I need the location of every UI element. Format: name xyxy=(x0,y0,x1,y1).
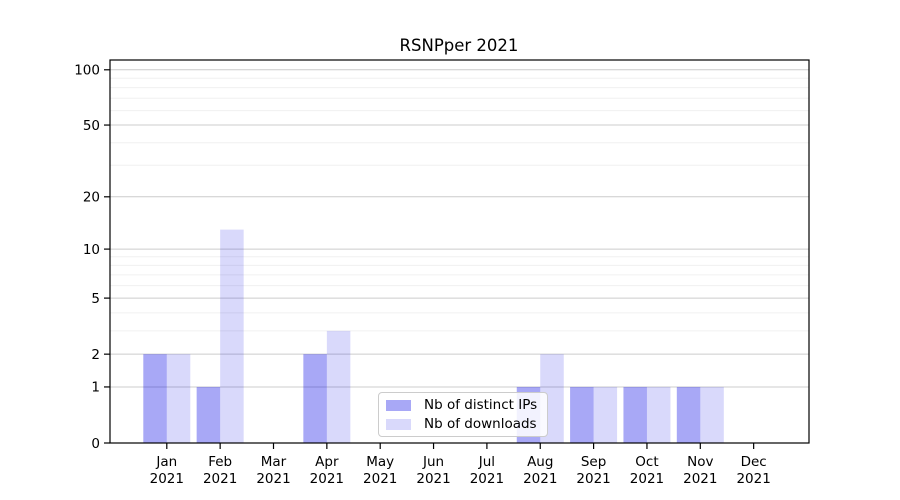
x-tick-label-year: 2021 xyxy=(150,471,184,487)
bar-downloads-apr xyxy=(326,330,351,443)
x-tick-label-month: Jan xyxy=(155,454,177,470)
legend-label-downloads: Nb of downloads xyxy=(424,416,537,432)
x-tick-label-year: 2021 xyxy=(683,471,717,487)
bar-downloads-sep xyxy=(593,386,618,443)
x-tick-label-year: 2021 xyxy=(256,471,290,487)
x-tick-label-year: 2021 xyxy=(203,471,237,487)
bar-distinct-ips-feb xyxy=(196,386,221,443)
plot-border xyxy=(109,59,810,444)
x-tick-label-month: Apr xyxy=(315,454,339,470)
legend-swatch-distinct-ips xyxy=(386,399,411,411)
y-axis-ticks: 0 1 2 5 10 20 50 100 xyxy=(74,63,110,452)
x-tick-label-year: 2021 xyxy=(310,471,344,487)
y-tick-label-20: 20 xyxy=(83,190,100,206)
bar-distinct-ips-sep xyxy=(570,386,594,443)
x-tick-label-year: 2021 xyxy=(470,471,504,487)
x-tick-label-year: 2021 xyxy=(416,471,450,487)
minor-gridlines xyxy=(110,77,809,332)
bar-downloads-nov xyxy=(700,386,724,443)
bar-downloads-oct xyxy=(646,386,671,443)
legend: Nb of distinct IPs Nb of downloads xyxy=(378,392,549,437)
x-tick-label-month: Nov xyxy=(687,454,713,470)
legend-item-downloads: Nb of downloads xyxy=(386,416,537,432)
y-tick-label-5: 5 xyxy=(91,291,100,307)
x-tick-label-year: 2021 xyxy=(630,471,664,487)
legend-swatch-downloads xyxy=(386,418,411,430)
legend-item-distinct-ips: Nb of distinct IPs xyxy=(386,397,537,413)
bar-distinct-ips-nov xyxy=(676,386,701,443)
y-tick-label-1: 1 xyxy=(91,380,100,396)
x-tick-label-month: Jun xyxy=(422,454,444,470)
x-tick-label-month: Sep xyxy=(581,454,606,470)
legend-label-distinct-ips: Nb of distinct IPs xyxy=(424,397,538,413)
bar-distinct-ips-jan xyxy=(143,354,167,443)
bar-downloads-feb xyxy=(220,229,244,443)
bar-distinct-ips-apr xyxy=(303,354,327,443)
x-axis-ticks: Jan2021Feb2021Mar2021Apr2021May2021Jun20… xyxy=(150,443,771,487)
y-tick-label-100: 100 xyxy=(74,63,100,79)
x-tick-label-year: 2021 xyxy=(736,471,770,487)
bar-distinct-ips-oct xyxy=(623,386,647,443)
x-tick-label-month: Mar xyxy=(261,454,287,470)
y-tick-label-0: 0 xyxy=(91,436,100,452)
y-tick-label-10: 10 xyxy=(83,242,100,258)
bar-downloads-jan xyxy=(166,354,191,443)
y-tick-label-50: 50 xyxy=(83,118,100,134)
x-tick-label-year: 2021 xyxy=(363,471,397,487)
x-tick-label-year: 2021 xyxy=(576,471,610,487)
x-tick-label-month: Oct xyxy=(635,454,658,470)
x-tick-label-month: Dec xyxy=(741,454,767,470)
x-tick-label-month: May xyxy=(366,454,394,470)
x-tick-label-year: 2021 xyxy=(523,471,557,487)
x-tick-label-month: Jul xyxy=(478,454,495,470)
major-gridlines xyxy=(110,69,809,388)
x-tick-label-month: Feb xyxy=(208,454,232,470)
x-tick-label-month: Aug xyxy=(527,454,553,470)
chart-title: RSNPper 2021 xyxy=(400,36,519,55)
y-tick-label-2: 2 xyxy=(91,347,100,363)
